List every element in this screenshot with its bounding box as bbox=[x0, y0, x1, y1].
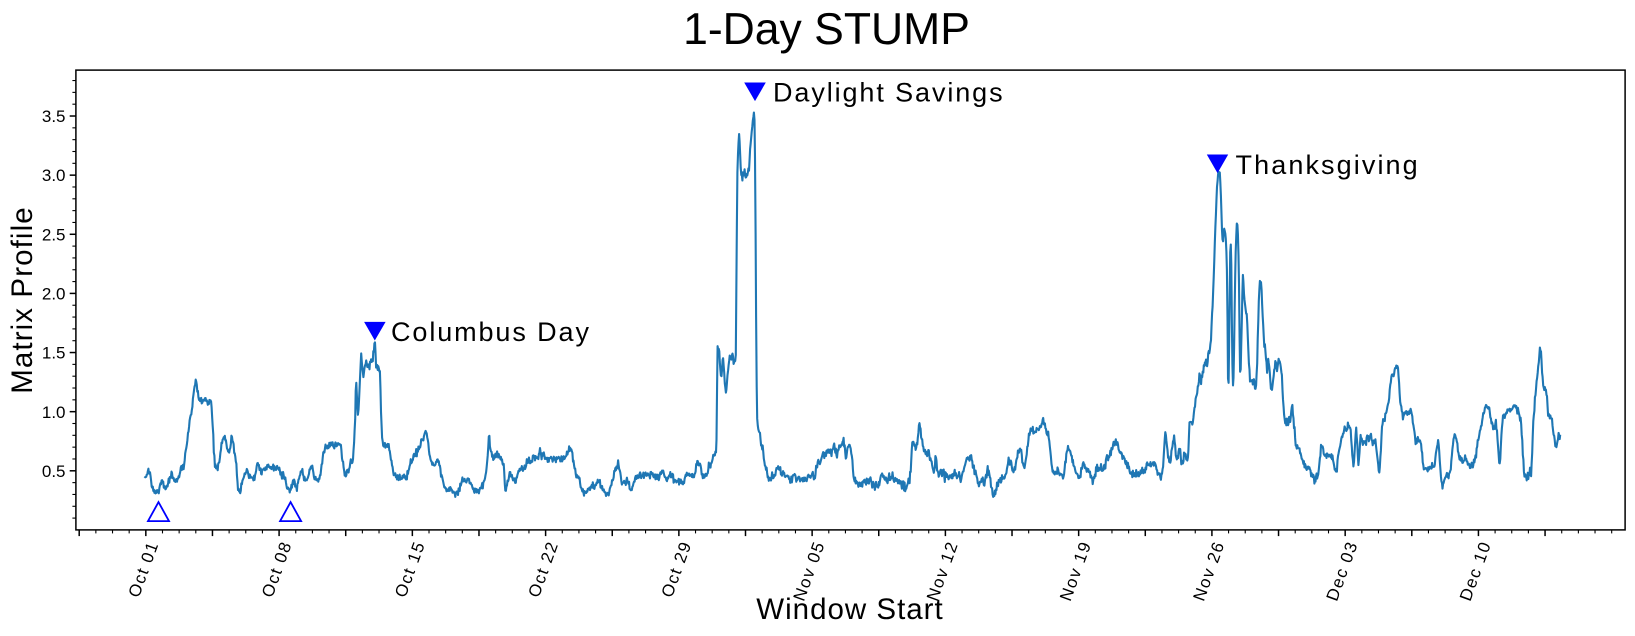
svg-text:0.5: 0.5 bbox=[42, 462, 66, 481]
svg-text:3.0: 3.0 bbox=[42, 166, 66, 185]
svg-text:Oct 01: Oct 01 bbox=[125, 538, 163, 599]
svg-text:Oct 22: Oct 22 bbox=[525, 538, 563, 599]
svg-text:Dec 10: Dec 10 bbox=[1456, 538, 1495, 603]
svg-text:Oct 29: Oct 29 bbox=[658, 538, 696, 599]
svg-text:Nov 26: Nov 26 bbox=[1190, 538, 1229, 603]
svg-text:Window Start: Window Start bbox=[756, 593, 943, 626]
svg-text:2.0: 2.0 bbox=[42, 285, 66, 304]
svg-text:3.5: 3.5 bbox=[42, 107, 66, 126]
svg-text:1-Day STUMP: 1-Day STUMP bbox=[683, 5, 970, 54]
svg-text:Oct 08: Oct 08 bbox=[258, 538, 296, 599]
svg-text:Nov 19: Nov 19 bbox=[1056, 538, 1095, 603]
svg-text:Matrix Profile: Matrix Profile bbox=[6, 206, 39, 394]
svg-text:Oct 15: Oct 15 bbox=[391, 538, 429, 599]
svg-text:Daylight Savings: Daylight Savings bbox=[773, 78, 1005, 108]
svg-text:Columbus Day: Columbus Day bbox=[391, 317, 591, 347]
svg-text:1.5: 1.5 bbox=[42, 344, 66, 363]
svg-text:Thanksgiving: Thanksgiving bbox=[1236, 150, 1420, 180]
svg-text:Dec 03: Dec 03 bbox=[1323, 538, 1362, 603]
svg-text:1.0: 1.0 bbox=[42, 403, 66, 422]
svg-text:2.5: 2.5 bbox=[42, 225, 66, 244]
